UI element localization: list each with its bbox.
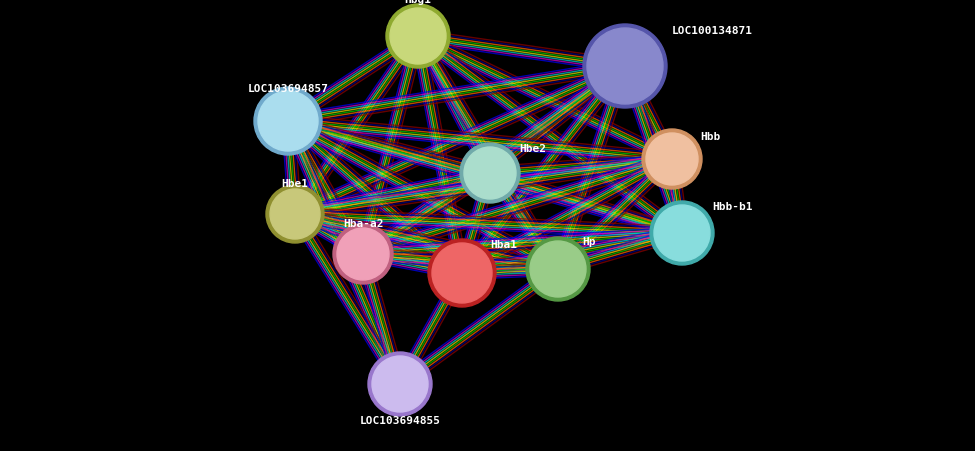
Text: Hbg1: Hbg1 [405,0,432,5]
Circle shape [583,25,667,109]
Circle shape [464,147,516,199]
Circle shape [650,202,714,265]
Circle shape [270,189,320,239]
Circle shape [333,225,393,285]
Text: Hbe2: Hbe2 [519,144,546,154]
Circle shape [258,92,318,152]
Circle shape [254,88,322,156]
Circle shape [530,241,586,297]
Circle shape [368,352,432,416]
Circle shape [386,5,450,69]
Circle shape [526,238,590,301]
Circle shape [337,229,389,281]
Circle shape [390,9,446,65]
Text: Hbe1: Hbe1 [282,179,308,189]
Circle shape [432,244,492,304]
Text: Hp: Hp [582,236,596,246]
Circle shape [642,130,702,189]
Circle shape [646,133,698,186]
Text: Hba1: Hba1 [490,239,517,249]
Text: Hba-a2: Hba-a2 [343,219,383,229]
Circle shape [654,206,710,262]
Text: LOC103694855: LOC103694855 [360,415,441,425]
Circle shape [428,239,496,307]
Text: Hbb-b1: Hbb-b1 [712,202,753,212]
Text: LOC100134871: LOC100134871 [672,26,753,36]
Circle shape [266,186,324,244]
Circle shape [460,144,520,203]
Circle shape [587,29,663,105]
Text: Hbb: Hbb [700,132,721,142]
Circle shape [372,356,428,412]
Text: LOC103694857: LOC103694857 [248,84,329,94]
